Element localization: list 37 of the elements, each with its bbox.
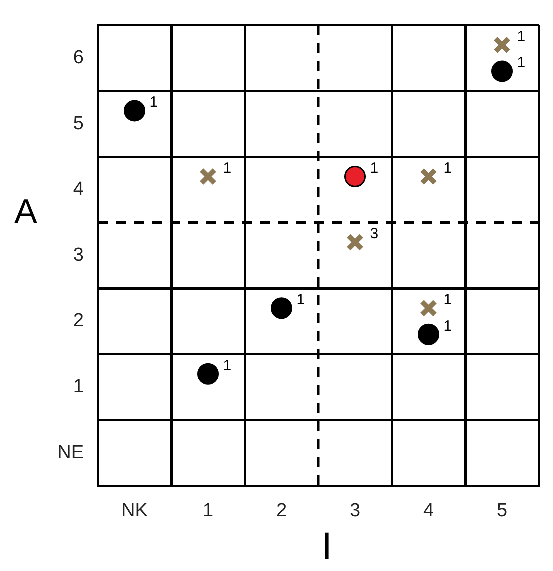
annotation: 1 — [444, 291, 452, 308]
y-axis-title: A — [14, 192, 38, 232]
x-tick-label: 1 — [202, 500, 214, 522]
annotation: 3 — [370, 226, 379, 243]
x-tick-label: 5 — [496, 500, 508, 522]
annotation: 1 — [150, 94, 158, 112]
point — [124, 100, 146, 122]
x-tick-label: 4 — [423, 500, 434, 522]
y-tick-label: 5 — [73, 113, 84, 134]
point — [271, 298, 292, 320]
y-tick-label: 6 — [73, 48, 84, 69]
x-axis-title: I — [320, 526, 334, 568]
y-tick-label: 1 — [73, 376, 84, 398]
annotation: 1 — [223, 357, 232, 374]
x-tick-label: 2 — [276, 500, 288, 522]
annotation: 1 — [517, 54, 526, 72]
point — [199, 168, 218, 186]
point — [420, 299, 438, 318]
y-tick-label: 3 — [73, 244, 84, 266]
annotation: 1 — [370, 160, 379, 177]
point — [493, 36, 512, 54]
annotation: 1 — [444, 318, 452, 335]
point — [420, 168, 438, 186]
x-tick-label: NK — [122, 500, 148, 522]
point — [346, 234, 364, 252]
annotation: 1 — [223, 160, 232, 177]
x-tick-label: 3 — [350, 500, 361, 522]
y-tick-label: 4 — [73, 179, 84, 200]
point — [344, 166, 366, 188]
annotation: 1 — [296, 291, 306, 308]
point — [492, 60, 513, 82]
annotation: 1 — [517, 28, 526, 46]
point — [198, 363, 219, 385]
y-tick-label: NE — [58, 442, 84, 464]
annotation: 1 — [444, 160, 452, 177]
point — [418, 324, 440, 346]
y-tick-label: 2 — [73, 310, 84, 332]
